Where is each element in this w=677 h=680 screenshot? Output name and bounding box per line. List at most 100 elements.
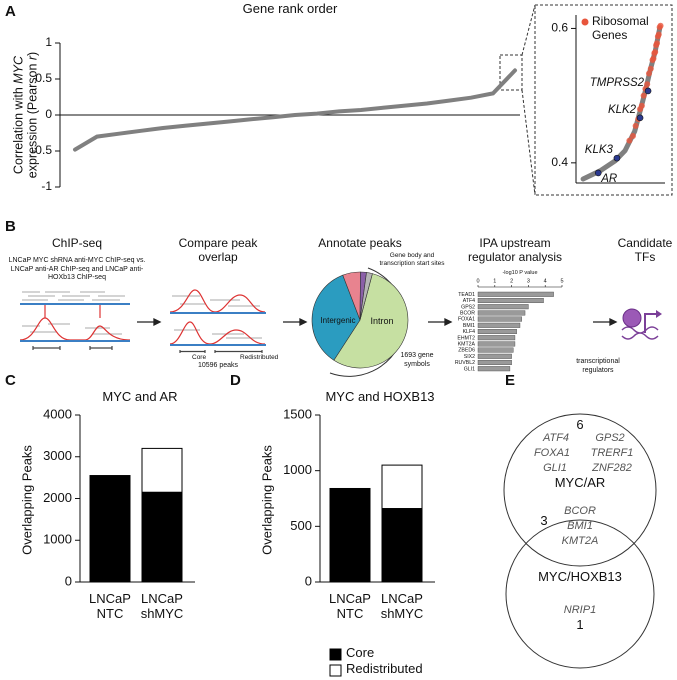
panel-label: B [5,218,16,235]
gene-name: GLI1 [543,462,567,474]
ribosomal-gene-point [640,92,647,99]
inset-box [534,4,673,196]
panel-label: A [5,3,16,20]
highlighted-gene-point [644,87,652,95]
x-tick-label: LNCaP NTC [329,591,371,621]
bar [477,335,516,341]
category-label: ZBED6 [458,348,475,354]
category-label: BCOR [460,310,475,316]
category-label: RUVBL2 [455,360,475,366]
gene-name: ZNF282 [592,462,632,474]
ribosomal-gene-point [653,40,660,47]
overlap-schematic [169,289,266,353]
gene-name: BMI1 [567,520,593,532]
step-title: IPA upstream regulator analysis [467,236,563,264]
y-tick-label: 0 [45,107,52,121]
bar [477,366,511,372]
step-description: LNCaP MYC shRNA anti-MYC ChIP-seq vs. LN… [8,257,146,281]
bar [477,360,512,366]
y-tick-label: -0.5 [31,143,52,157]
highlighted-gene-point [613,154,621,162]
step-title: Compare peak overlap [178,236,258,264]
venn-circle [505,519,655,669]
step-title: ChIP-seq [51,236,103,250]
category-label: BMI1 [463,323,475,329]
legend-swatch [329,664,342,677]
y-axis-label-part: MYC [11,55,26,84]
bar [477,310,526,316]
x-tick-label: 0 [476,278,479,284]
ribosomal-gene-point [645,70,652,77]
schematic-label: Core [192,354,207,361]
highlighted-gene-point [594,169,602,177]
ribosomal-gene-point [632,122,639,129]
set-label: MYC/AR [554,475,606,490]
category-label: SIX2 [464,354,475,360]
y-axis-label: Correlation with MYC expression (Pearson… [12,40,41,190]
ribosomal-gene-point [650,55,657,62]
zoom-connector [521,4,536,56]
gene-name: FOXA1 [533,447,571,459]
gene-label: TMPRSS2 [590,77,645,89]
category-label: FOXA1 [458,317,475,323]
y-tick-label: 0.5 [35,71,52,85]
inset-y-tick-label: 0.4 [551,155,568,169]
pie-slice [333,273,409,369]
zoom-connector [521,89,536,196]
bar [477,329,517,335]
legend-label: Core [346,645,375,660]
ribosomal-gene-point [657,22,664,29]
pie-annotation: Gene body and transcription start sites [379,252,445,267]
x-tick-label: LNCaP shMYC [140,591,184,621]
bar [477,322,521,328]
bar [477,341,516,347]
bar [477,291,554,297]
tf-icon [621,308,662,340]
ribosomal-gene-point [644,81,651,88]
bar [477,316,522,322]
category-label: ATF4 [463,298,475,304]
chip-schematic [19,291,131,350]
panel-label: D [230,372,241,389]
correlation-curve [73,68,517,152]
venn-count: 6 [576,417,584,432]
y-tick-label: 0 [65,573,72,588]
bar [477,353,512,359]
x-tick-label: LNCaP shMYC [380,591,424,621]
gene-name: NRIP1 [563,604,597,616]
zoom-box [499,54,523,91]
x-tick-label: 4 [544,278,547,284]
pie-label: Intron [370,316,394,326]
flow-arrows [137,317,618,327]
bar [477,304,529,310]
y-axis-label-part: expression (Pearson [26,60,40,179]
legend-swatch [329,648,342,661]
y-tick-label: 4000 [43,406,72,421]
bar-segment [141,447,183,493]
x-tick-label: 1 [493,278,496,284]
ribosomal-gene-point [647,65,654,72]
category-label: KLF4 [463,329,476,335]
pie-annotation: 1693 gene symbols [400,352,434,368]
step-title: Candidate TFs [617,236,673,264]
y-tick-label: 1500 [283,406,312,421]
y-axis-label-part: ) [26,51,40,56]
chart-title: MYC and AR [102,389,178,404]
legend-label: Ribosomal Genes [592,14,649,42]
x-tick-label: 2 [510,278,513,284]
x-tick-label: 5 [560,278,563,284]
pie-slice [311,274,361,361]
chart-title: Gene rank order [242,1,338,16]
panel-label: C [5,372,16,389]
chart-title: MYC and HOXB13 [325,389,435,404]
venn-count: 3 [540,513,548,528]
y-tick-label: 3000 [43,448,72,463]
inset-y-tick-label: 0.6 [551,21,568,35]
venn-circle [503,413,657,567]
category-label: GPS2 [461,304,475,310]
legend-marker [581,18,589,26]
axis-label: -log10 P value [502,270,538,276]
gene-label: AR [600,173,617,185]
